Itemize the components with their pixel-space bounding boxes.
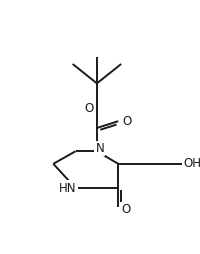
Text: O: O [121, 203, 130, 216]
Text: HN: HN [59, 182, 76, 195]
Text: O: O [84, 102, 93, 115]
Text: O: O [122, 115, 131, 128]
Text: N: N [95, 142, 104, 155]
Text: OH: OH [182, 157, 200, 170]
